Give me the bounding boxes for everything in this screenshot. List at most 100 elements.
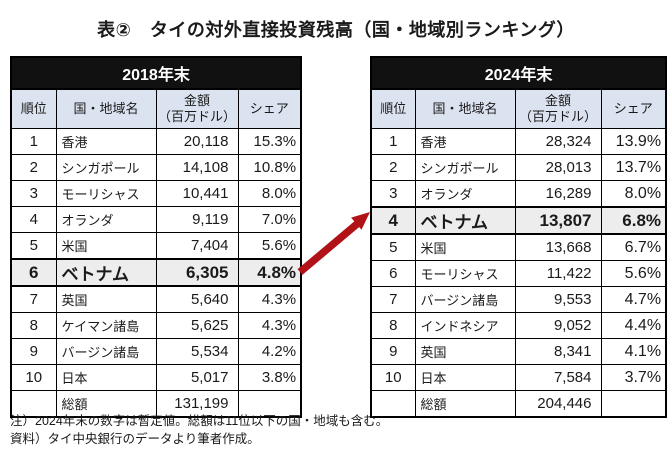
table-row: 3 オランダ 16,289 8.0% <box>370 180 667 208</box>
year-header-2018: 2018年末 <box>9 56 303 90</box>
table-row: 4 ベトナム 13,807 6.8% <box>370 206 667 235</box>
cell-rank: 9 <box>10 338 57 365</box>
cell-rank: 2 <box>370 154 416 181</box>
table-row: 3 モーリシャス 10,441 8.0% <box>10 180 302 207</box>
rank-up-arrow-icon <box>297 212 370 275</box>
table-row: 5 米国 13,668 6.7% <box>370 233 667 261</box>
column-header-amount-line1: 金額 <box>544 92 571 108</box>
column-header-country: 国・地域名 <box>55 88 157 129</box>
cell-amount: 10,441 <box>155 180 239 207</box>
table-row: 6 モーリシャス 11,422 5.6% <box>370 260 667 287</box>
footnote-source: 資料）タイ中央銀行のデータより筆者作成。 <box>10 432 260 447</box>
column-header-country: 国・地域名 <box>414 88 516 129</box>
table-row: 5 米国 7,404 5.6% <box>10 232 302 260</box>
total-row: 総額 131,199 <box>10 390 302 418</box>
cell-rank: 8 <box>10 312 57 339</box>
cell-share: 15.3% <box>237 128 302 155</box>
cell-amount: 8,341 <box>514 338 602 365</box>
table-row: 10 日本 7,584 3.7% <box>370 364 667 391</box>
table-row: 10 日本 5,017 3.8% <box>10 364 302 391</box>
total-label: 総額 <box>55 390 157 418</box>
table-row: 9 バージン諸島 5,534 4.2% <box>10 338 302 365</box>
cell-amount: 11,422 <box>514 260 602 287</box>
cell-country: モーリシャス <box>55 180 157 207</box>
cell-share: 4.8% <box>237 258 302 287</box>
cell-country: 米国 <box>414 233 516 261</box>
table-row: 6 ベトナム 6,305 4.8% <box>10 258 302 287</box>
cell-country: 英国 <box>414 338 516 365</box>
footnotes: 注）2024年末の数字は暫定値。総額は11位以下の国・地域も含む。 資料）タイ中… <box>10 412 388 448</box>
cell-country: 日本 <box>414 364 516 391</box>
cell-rank: 10 <box>370 364 416 391</box>
cell-country: ベトナム <box>414 206 516 235</box>
column-header-share: シェア <box>237 88 302 129</box>
cell-amount: 9,119 <box>155 206 239 233</box>
cell-country: ケイマン諸島 <box>55 312 157 339</box>
cell-share: 4.3% <box>237 285 302 313</box>
cell-share: 3.7% <box>600 364 667 391</box>
cell-share: 3.8% <box>237 364 302 391</box>
cell-amount: 5,640 <box>155 285 239 313</box>
cell-share: 8.0% <box>600 180 667 208</box>
cell-country: 香港 <box>55 128 157 155</box>
cell-amount: 5,625 <box>155 312 239 339</box>
cell-rank: 3 <box>370 180 416 208</box>
table-row: 7 英国 5,640 4.3% <box>10 285 302 313</box>
cell-amount: 20,118 <box>155 128 239 155</box>
table-row: 8 インドネシア 9,052 4.4% <box>370 312 667 339</box>
cell-share: 6.7% <box>600 233 667 261</box>
year-header-2024: 2024年末 <box>369 56 668 90</box>
total-amount: 204,446 <box>514 390 602 418</box>
cell-rank: 1 <box>10 128 57 155</box>
cell-country: 香港 <box>414 128 516 155</box>
cell-country: シンガポール <box>414 154 516 181</box>
table-row: 2 シンガポール 14,108 10.8% <box>10 154 302 181</box>
cell-country: オランダ <box>414 180 516 208</box>
cell-amount: 9,052 <box>514 312 602 339</box>
cell-rank: 5 <box>10 232 57 260</box>
cell-amount: 6,305 <box>155 258 239 287</box>
cell-rank: 1 <box>370 128 416 155</box>
column-header-amount: 金額 （百万ドル） <box>155 88 239 129</box>
cell-amount: 13,668 <box>514 233 602 261</box>
cell-share: 4.3% <box>237 312 302 339</box>
table-row: 2 シンガポール 28,013 13.7% <box>370 154 667 181</box>
cell-country: モーリシャス <box>414 260 516 287</box>
column-header-amount-line2: （百万ドル） <box>157 109 236 124</box>
cell-country: バージン諸島 <box>414 286 516 313</box>
cell-share: 4.2% <box>237 338 302 365</box>
table-2024: 2024年末 順位 国・地域名 金額 （百万ドル） シェア 1 香港 28,324 1… <box>369 56 668 418</box>
cell-country: 英国 <box>55 285 157 313</box>
total-row: 総額 204,446 <box>370 390 667 418</box>
cell-share-empty <box>600 390 667 418</box>
cell-share: 10.8% <box>237 154 302 181</box>
cell-rank: 6 <box>10 258 57 287</box>
cell-amount: 28,324 <box>514 128 602 155</box>
cell-rank: 7 <box>370 286 416 313</box>
cell-share: 8.0% <box>237 180 302 207</box>
cell-rank-empty <box>370 390 416 418</box>
cell-country: バージン諸島 <box>55 338 157 365</box>
total-label: 総額 <box>414 390 516 418</box>
cell-country: シンガポール <box>55 154 157 181</box>
cell-rank: 10 <box>10 364 57 391</box>
table-row: 1 香港 20,118 15.3% <box>10 128 302 155</box>
cell-rank: 9 <box>370 338 416 365</box>
cell-rank: 4 <box>10 206 57 233</box>
cell-share: 4.1% <box>600 338 667 365</box>
cell-amount: 5,017 <box>155 364 239 391</box>
cell-country: 日本 <box>55 364 157 391</box>
page-title: 表② タイの対外直接投資残高（国・地域別ランキング） <box>97 20 575 40</box>
cell-share: 13.9% <box>600 128 667 155</box>
cell-country: インドネシア <box>414 312 516 339</box>
column-header-amount-line1: 金額 <box>183 92 210 108</box>
cell-country: 米国 <box>55 232 157 260</box>
cell-rank: 7 <box>10 285 57 313</box>
table-row: 1 香港 28,324 13.9% <box>370 128 667 155</box>
cell-rank: 3 <box>10 180 57 207</box>
cell-amount: 7,404 <box>155 232 239 260</box>
column-header-amount: 金額 （百万ドル） <box>514 88 602 129</box>
cell-country: オランダ <box>55 206 157 233</box>
cell-rank: 2 <box>10 154 57 181</box>
cell-rank: 8 <box>370 312 416 339</box>
